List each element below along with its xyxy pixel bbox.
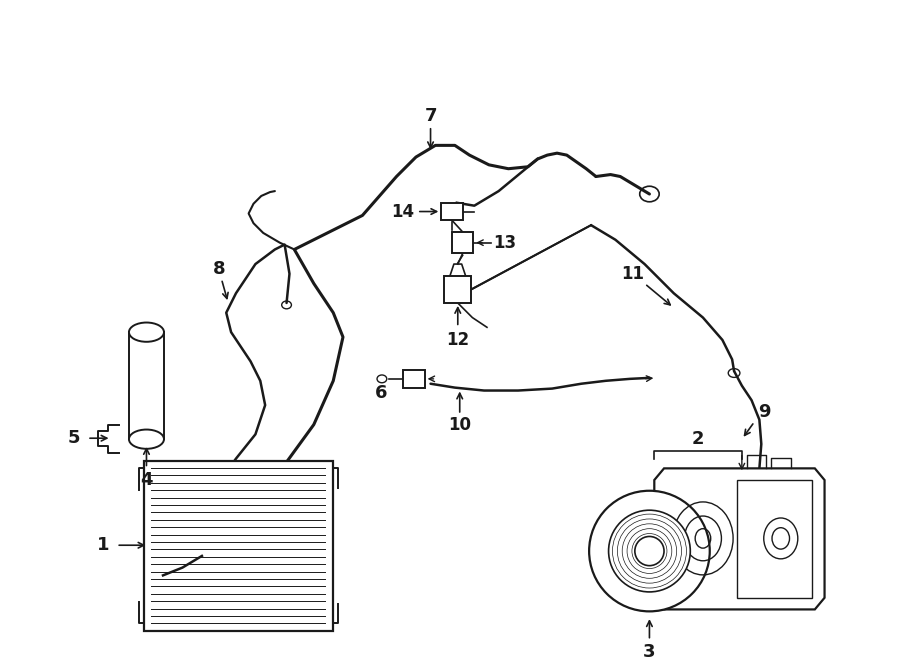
Text: 8: 8 (213, 260, 226, 278)
Bar (143, 461, 333, 631)
Text: 12: 12 (446, 331, 469, 349)
Text: 6: 6 (374, 385, 387, 403)
Bar (129, 332, 164, 439)
Bar (452, 232, 473, 253)
Ellipse shape (634, 537, 664, 566)
Ellipse shape (608, 510, 690, 592)
Text: 9: 9 (758, 403, 770, 421)
Ellipse shape (590, 490, 710, 611)
Polygon shape (654, 469, 824, 609)
Text: 10: 10 (448, 416, 472, 434)
Bar (737, 480, 812, 598)
Ellipse shape (129, 323, 164, 342)
Text: 11: 11 (621, 265, 644, 283)
Text: 4: 4 (140, 471, 153, 489)
Text: 5: 5 (68, 429, 80, 447)
Text: 3: 3 (644, 643, 656, 661)
Text: 13: 13 (493, 233, 516, 252)
Bar (441, 203, 463, 220)
Text: 1: 1 (96, 536, 109, 554)
Ellipse shape (129, 430, 164, 449)
Bar (445, 276, 472, 303)
Text: 2: 2 (692, 430, 705, 448)
Text: 14: 14 (391, 202, 414, 221)
Text: 7: 7 (424, 107, 436, 125)
Bar (403, 370, 425, 387)
